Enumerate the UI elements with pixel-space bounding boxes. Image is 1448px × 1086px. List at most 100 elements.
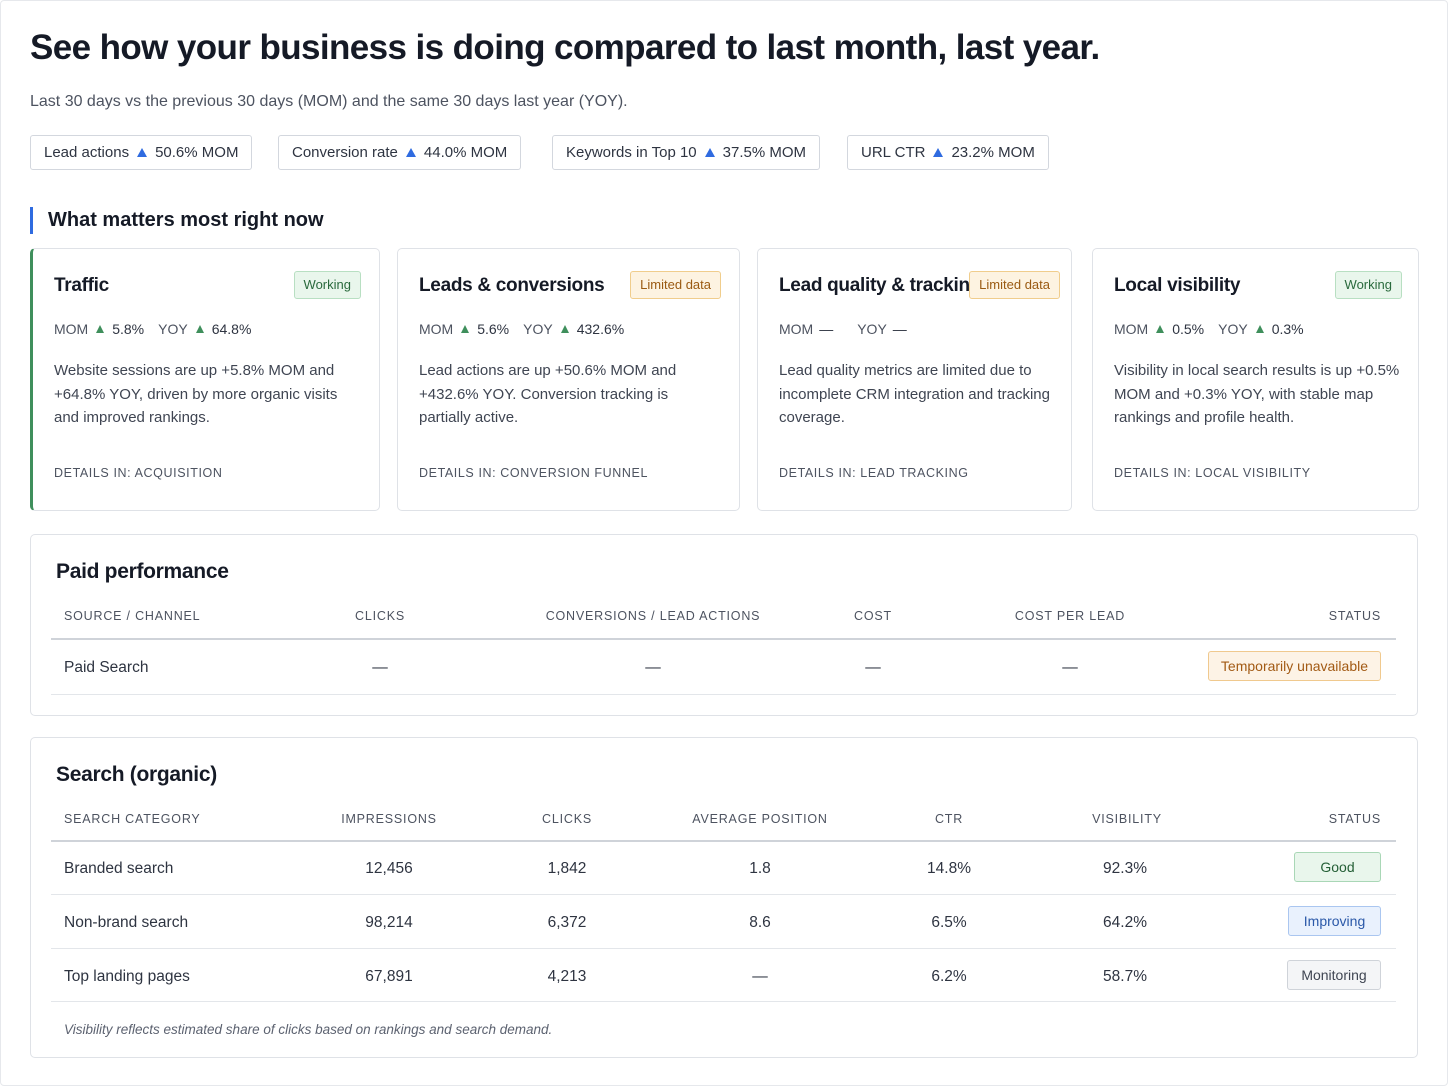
yoy-label: YOY [1218, 321, 1248, 337]
paid-performance-panel: Paid performance SOURCE / CHANNEL CLICKS… [30, 534, 1418, 716]
yoy-value: — [892, 321, 907, 337]
card-local-visibility[interactable]: Local visibility Working MOM 0.5% YOY 0.… [1092, 248, 1419, 511]
cell-average-position: 1.8 [749, 860, 771, 877]
status-badge: Limited data [969, 271, 1060, 299]
column-header-visibility: VISIBILITY [1092, 812, 1162, 826]
status-badge: Working [1334, 271, 1402, 299]
card-metrics: MOM — YOY — [779, 321, 931, 337]
section-title: What matters most right now [30, 207, 324, 234]
cell-category: Branded search [64, 860, 174, 877]
search-organic-panel: Search (organic) SEARCH CATEGORY IMPRESS… [30, 737, 1418, 1058]
card-traffic[interactable]: Traffic Working MOM 5.8% YOY 64.8% Websi… [30, 248, 380, 511]
mom-value: 0.5% [1172, 321, 1205, 337]
yoy-label: YOY [857, 321, 887, 337]
card-metrics: MOM 5.8% YOY 64.8% [54, 321, 265, 337]
cell-category: Non-brand search [64, 914, 189, 931]
cell-visibility: 64.2% [1103, 914, 1147, 931]
row-divider [51, 1001, 1396, 1002]
cell-impressions: 98,214 [365, 914, 413, 931]
cell-ctr: 6.2% [931, 968, 967, 985]
page-title: See how your business is doing compared … [30, 28, 1100, 67]
mom-label: MOM [779, 321, 814, 337]
kpi-value: 50.6% MOM [155, 144, 239, 161]
cell-visibility: 58.7% [1103, 968, 1147, 985]
kpi-chip-lead-actions[interactable]: Lead actions 50.6% MOM [30, 135, 253, 170]
triangle-up-icon [1255, 325, 1264, 333]
card-details: DETAILS IN: ACQUISITION [54, 466, 222, 480]
cell-cost: — [865, 659, 881, 676]
column-header-cost: COST [854, 609, 892, 623]
card-title: Local visibility [1114, 275, 1241, 296]
kpi-value: 44.0% MOM [423, 144, 508, 161]
card-details: DETAILS IN: CONVERSION FUNNEL [419, 466, 648, 480]
status-badge: Good [1294, 852, 1381, 882]
card-metrics: MOM 0.5% YOY 0.3% [1114, 321, 1318, 337]
cell-impressions: 12,456 [365, 860, 413, 877]
row-divider [51, 948, 1396, 949]
yoy-value: 64.8% [211, 321, 252, 337]
cell-clicks: 6,372 [547, 914, 587, 931]
cell-category: Top landing pages [64, 968, 190, 985]
kpi-value: 37.5% MOM [722, 144, 806, 161]
status-badge: Monitoring [1287, 960, 1381, 990]
column-header-clicks: CLICKS [355, 609, 405, 623]
triangle-up-icon [1156, 325, 1165, 333]
card-title: Leads & conversions [419, 275, 605, 296]
cell-cost-per-lead: — [1062, 659, 1078, 676]
cell-ctr: 14.8% [927, 860, 971, 877]
triangle-up-icon [560, 325, 569, 333]
status-badge: Improving [1288, 906, 1381, 936]
kpi-chip-keywords-top10[interactable]: Keywords in Top 10 37.5% MOM [552, 135, 820, 170]
card-description: Lead actions are up +50.6% MOM and +432.… [419, 362, 677, 426]
column-header-status: STATUS [1328, 812, 1381, 826]
details-label: DETAILS IN: [779, 466, 857, 480]
kpi-chip-url-ctr[interactable]: URL CTR 23.2% MOM [847, 135, 1049, 170]
kpi-chip-conversion-rate[interactable]: Conversion rate 44.0% MOM [278, 135, 522, 170]
row-divider [51, 894, 1396, 895]
header-divider [51, 638, 1396, 640]
card-lead-quality-tracking[interactable]: Lead quality & tracking Limited data MOM… [757, 248, 1072, 511]
details-label: DETAILS IN: [419, 466, 497, 480]
column-header-cost-per-lead: COST PER LEAD [1014, 609, 1126, 623]
status-badge: Working [293, 271, 361, 299]
cell-conversions: — [645, 659, 661, 676]
details-label: DETAILS IN: [54, 466, 132, 480]
cell-clicks: — [372, 659, 388, 676]
triangle-up-icon [933, 148, 944, 157]
details-link[interactable]: ACQUISITION [134, 466, 223, 480]
status-badge: Temporarily unavailable [1207, 651, 1381, 681]
cell-average-position: 8.6 [749, 914, 771, 931]
kpi-label: Lead actions [44, 144, 130, 161]
panel-title: Search (organic) [56, 763, 217, 786]
mom-label: MOM [419, 321, 454, 337]
yoy-value: 432.6% [576, 321, 625, 337]
card-details: DETAILS IN: LEAD TRACKING [779, 466, 969, 480]
kpi-value: 23.2% MOM [951, 144, 1035, 161]
column-header-clicks: CLICKS [542, 812, 592, 826]
column-header-conversions: CONVERSIONS / LEAD ACTIONS [545, 609, 761, 623]
card-metrics: MOM 5.6% YOY 432.6% [419, 321, 638, 337]
card-leads-conversions[interactable]: Leads & conversions Limited data MOM 5.6… [397, 248, 740, 511]
status-badge: Limited data [630, 271, 721, 299]
card-description: Visibility in local search results is up… [1114, 362, 1400, 426]
column-header-average-position: AVERAGE POSITION [692, 812, 828, 826]
yoy-label: YOY [523, 321, 553, 337]
details-link[interactable]: CONVERSION FUNNEL [500, 466, 649, 480]
kpi-label: Conversion rate [292, 144, 398, 161]
triangle-up-icon [96, 325, 105, 333]
details-label: DETAILS IN: [1114, 466, 1192, 480]
cell-impressions: 67,891 [365, 968, 413, 985]
mom-label: MOM [54, 321, 89, 337]
triangle-up-icon [137, 148, 148, 157]
yoy-value: 0.3% [1271, 321, 1304, 337]
cell-visibility: 92.3% [1103, 860, 1147, 877]
card-description: Lead quality metrics are limited due to … [779, 362, 1050, 426]
card-title: Traffic [54, 275, 109, 296]
kpi-label: URL CTR [861, 144, 926, 161]
panel-title: Paid performance [56, 560, 229, 583]
cell-clicks: 1,842 [547, 860, 587, 877]
mom-value: 5.6% [477, 321, 510, 337]
details-link[interactable]: LEAD TRACKING [860, 466, 969, 480]
details-link[interactable]: LOCAL VISIBILITY [1195, 466, 1311, 480]
mom-label: MOM [1114, 321, 1149, 337]
